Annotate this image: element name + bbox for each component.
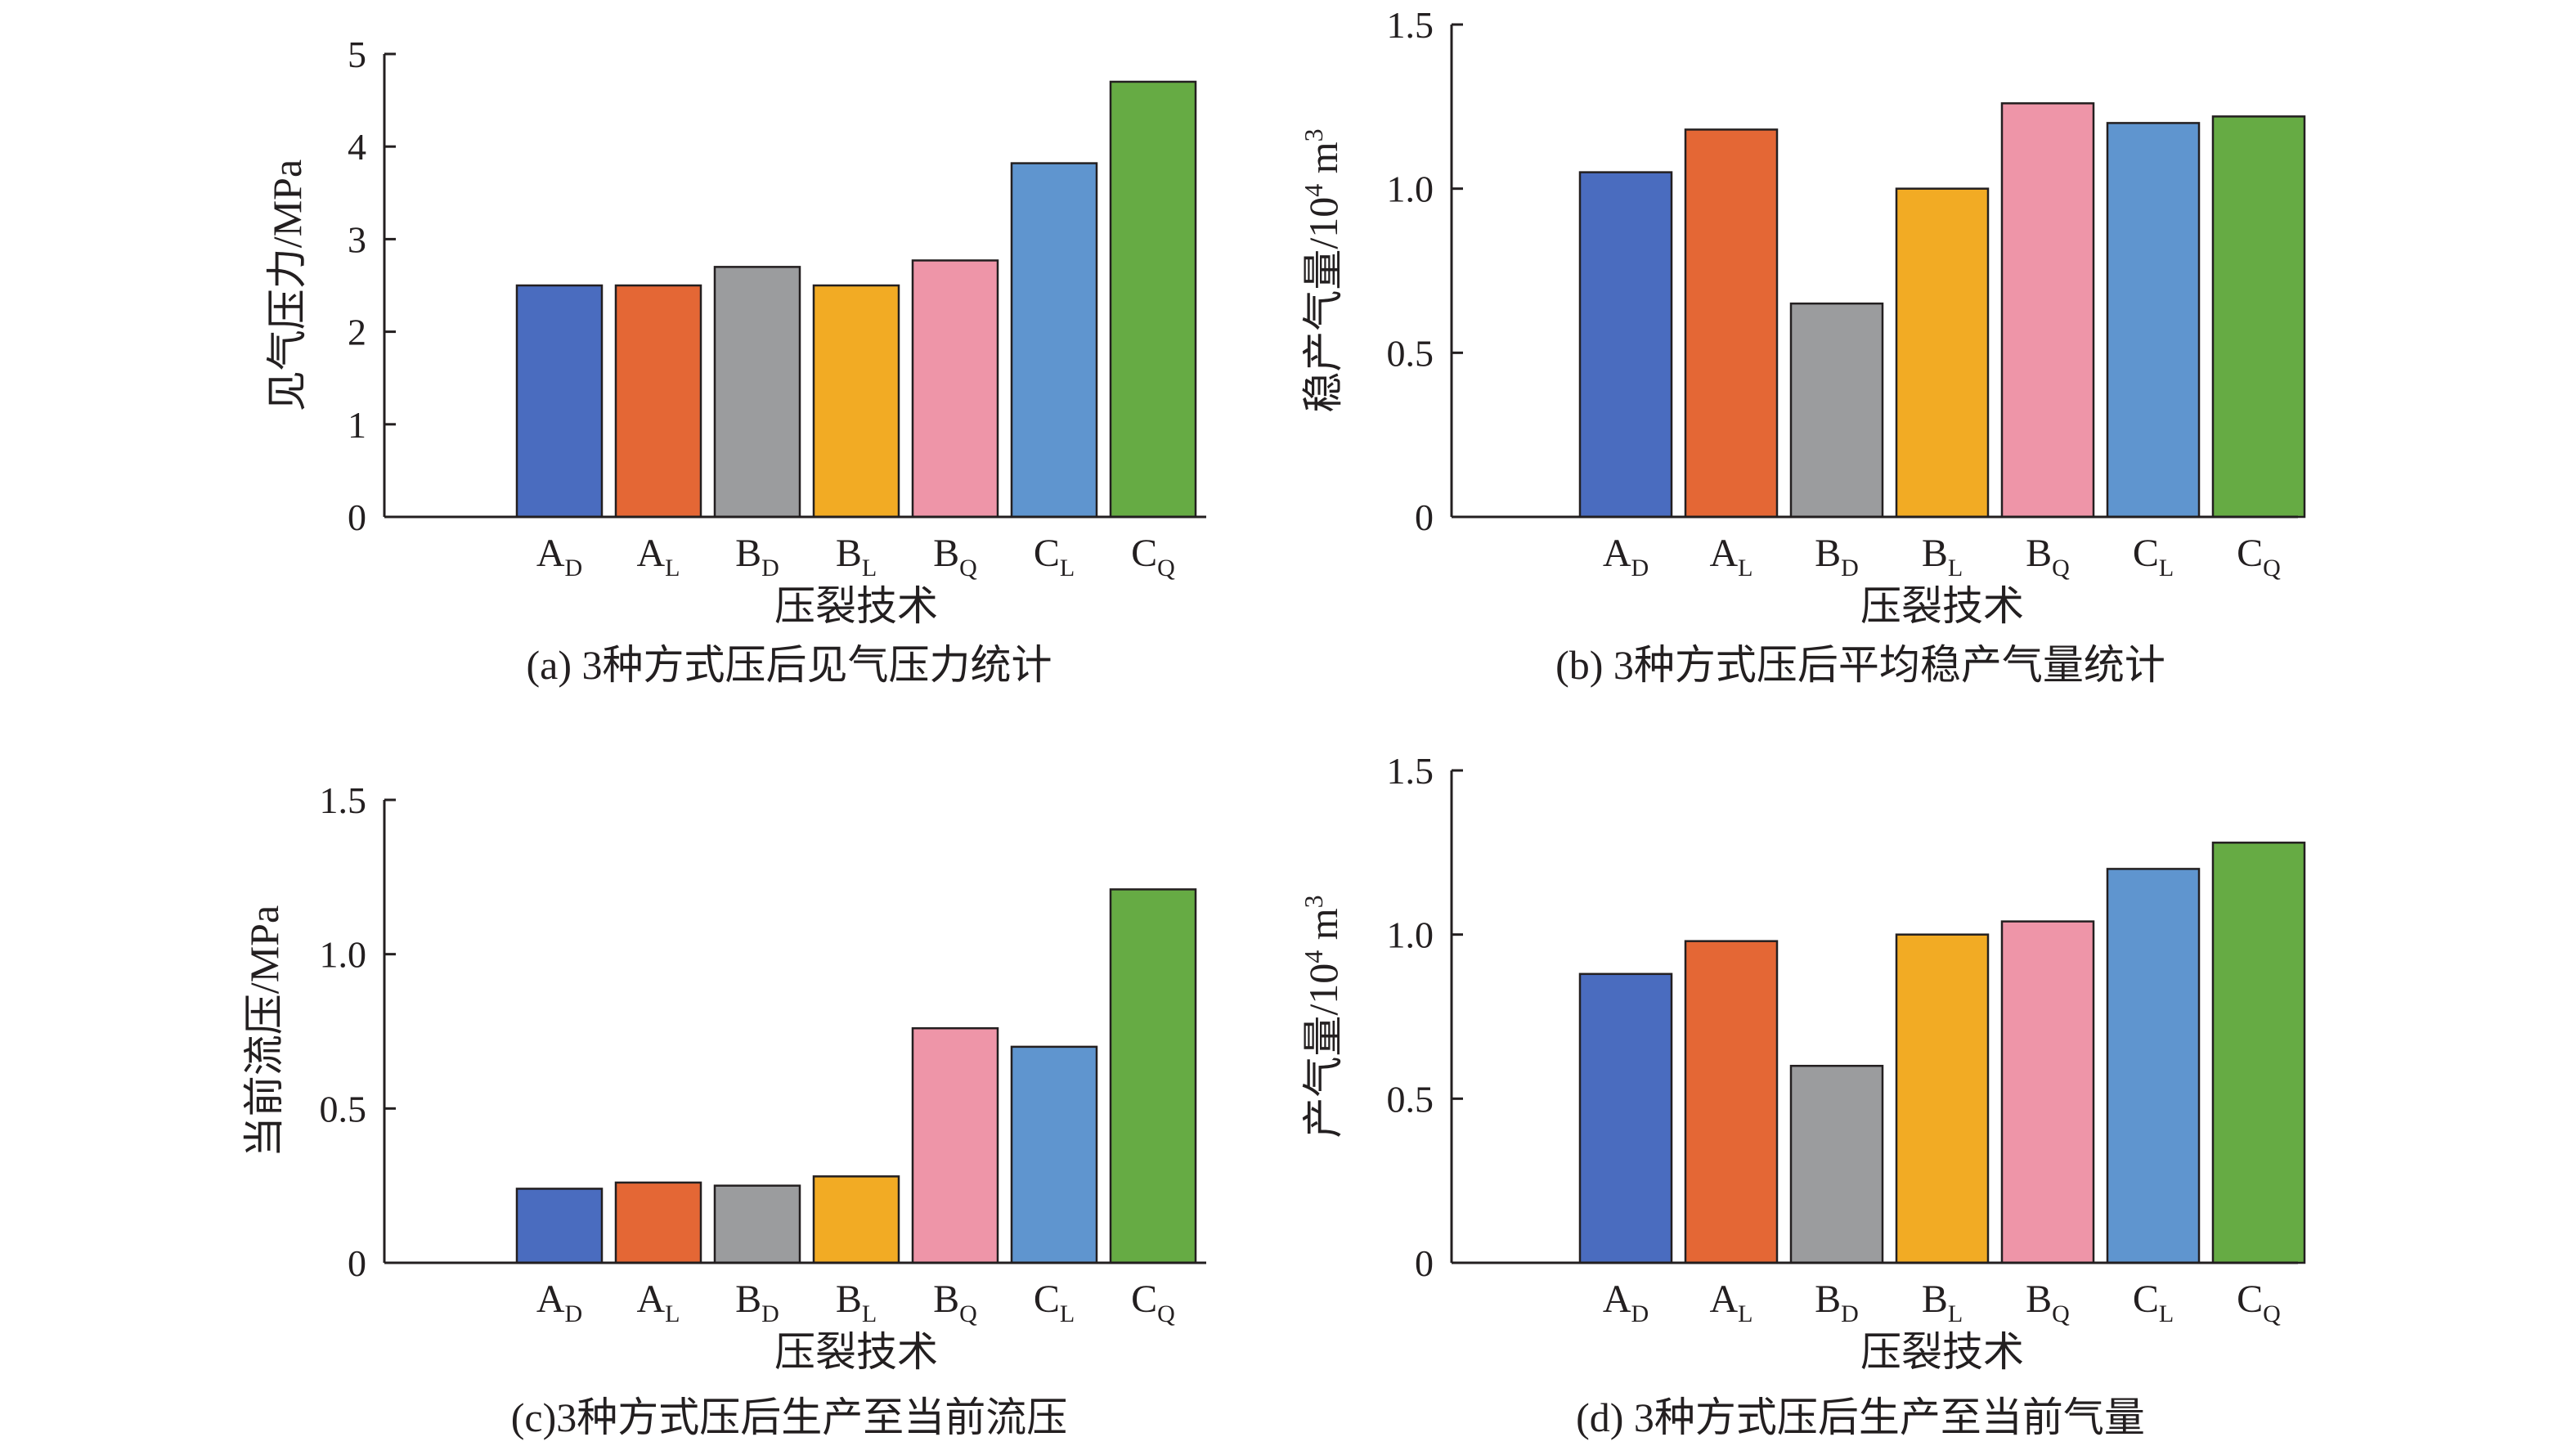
bar-b-bl <box>1895 187 1990 519</box>
y-tick-label-a: 2 <box>348 312 366 353</box>
x-tick-label-c: BQ <box>933 1278 977 1327</box>
caption-a: (a) 3种方式压后见气压力统计 <box>527 642 1052 688</box>
y-tick-label-d: 0.5 <box>1387 1078 1434 1120</box>
x-tick-label-c: BD <box>735 1278 779 1327</box>
panel-b: 0 0.5 1.0 1.5 AD AL BD BL BQ CL CQ 压裂技术 稳产气量/104 m3 (… <box>1299 4 2306 688</box>
bar-c-al <box>614 1181 702 1264</box>
bar-c-cq <box>1109 888 1197 1264</box>
y-axis-title-d: 产气量/104 m3 <box>1299 895 1346 1138</box>
caption-d: (d) 3种方式压后生产至当前气量 <box>1576 1394 2145 1440</box>
bar-a-bl <box>812 284 900 519</box>
bar-a-ad <box>515 284 604 519</box>
panel-a: 0 1 2 3 4 5 AD AL BD BL BQ CL CQ 压裂技术 见气压力/MPa (a) 3种方式… <box>264 34 1206 688</box>
y-tick-label-b: 0.5 <box>1387 332 1434 374</box>
caption-c: (c)3种方式压后生产至当前流压 <box>511 1394 1068 1440</box>
x-tick-label-a: CL <box>1034 532 1075 582</box>
x-tick-label-b: AD <box>1603 532 1649 582</box>
x-tick-label-d: BD <box>1815 1278 1859 1327</box>
y-tick-label-b: 1.0 <box>1387 168 1434 210</box>
caption-b: (b) 3种方式压后平均稳产气量统计 <box>1555 642 2165 688</box>
y-axis-title-a: 见气压力/MPa <box>264 159 310 411</box>
panel-c: 0 0.5 1.0 1.5 AD AL BD BL BQ CL CQ 压裂技术 当前流压/MPa (c)3… <box>241 779 1206 1440</box>
y-axis-title-b: 稳产气量/104 m3 <box>1299 128 1346 412</box>
x-tick-label-d: BL <box>1922 1278 1963 1327</box>
y-tick-label-c: 1.0 <box>320 934 367 976</box>
bar-d-cq <box>2211 842 2306 1264</box>
y-axis-title-c: 当前流压/MPa <box>241 905 287 1157</box>
x-tick-label-c: CQ <box>1131 1278 1175 1327</box>
x-tick-label-b: AL <box>1710 532 1753 582</box>
bar-c-cl <box>1010 1045 1098 1264</box>
y-tick-label-c: 1.5 <box>320 779 367 821</box>
x-tick-label-a: CQ <box>1131 532 1175 582</box>
x-tick-label-a: BL <box>836 532 877 582</box>
bar-c-ad <box>515 1188 604 1264</box>
y-tick-label-d: 1.0 <box>1387 914 1434 956</box>
bar-a-cl <box>1010 162 1098 519</box>
bar-d-bl <box>1895 933 1990 1264</box>
x-tick-label-b: CL <box>2133 532 2174 582</box>
bar-b-cl <box>2106 122 2201 519</box>
x-tick-label-a: BD <box>735 532 779 582</box>
bar-b-al <box>1684 128 1779 519</box>
bar-d-bd <box>1789 1064 1884 1264</box>
x-tick-label-d: CQ <box>2237 1278 2281 1327</box>
x-tick-label-c: AL <box>637 1278 680 1327</box>
x-tick-label-a: AL <box>637 532 680 582</box>
bar-b-ad <box>1578 171 1673 519</box>
x-tick-label-a: BQ <box>933 532 977 582</box>
x-axis-title-b: 压裂技术 <box>1860 583 2024 629</box>
panel-d: 0 0.5 1.0 1.5 AD AL BD BL BQ CL CQ 压裂技术 产气量/104 m3 (d… <box>1299 750 2306 1440</box>
bar-d-al <box>1684 940 1779 1264</box>
x-tick-label-d: AL <box>1710 1278 1753 1327</box>
x-tick-label-d: BQ <box>2026 1278 2070 1327</box>
x-tick-label-b: CQ <box>2237 532 2281 582</box>
y-tick-label-d: 1.5 <box>1387 750 1434 792</box>
y-tick-label-a: 0 <box>348 496 366 538</box>
y-tick-label-d: 0 <box>1415 1242 1434 1284</box>
bar-c-bq <box>911 1026 999 1264</box>
x-tick-label-c: AD <box>536 1278 582 1327</box>
bar-b-bq <box>2000 102 2095 519</box>
x-tick-label-c: BL <box>836 1278 877 1327</box>
x-tick-label-b: BL <box>1922 532 1963 582</box>
x-tick-label-b: BD <box>1815 532 1859 582</box>
bar-d-ad <box>1578 972 1673 1264</box>
x-axis-title-a: 压裂技术 <box>774 583 938 629</box>
bar-b-bd <box>1789 302 1884 519</box>
x-tick-label-a: AD <box>536 532 582 582</box>
x-tick-label-b: BQ <box>2026 532 2070 582</box>
y-tick-label-b: 1.5 <box>1387 4 1434 46</box>
bar-a-bd <box>713 266 801 519</box>
x-tick-label-c: CL <box>1034 1278 1075 1327</box>
y-tick-label-a: 5 <box>348 34 366 75</box>
bar-b-cq <box>2211 115 2306 519</box>
bar-d-bq <box>2000 920 2095 1264</box>
y-tick-label-a: 1 <box>348 404 366 446</box>
y-tick-label-b: 0 <box>1415 496 1434 538</box>
x-tick-label-d: AD <box>1603 1278 1649 1327</box>
bar-a-cq <box>1109 80 1197 519</box>
y-tick-label-a: 4 <box>348 126 366 168</box>
x-axis-title-d: 压裂技术 <box>1860 1329 2024 1375</box>
y-tick-label-c: 0 <box>348 1242 366 1284</box>
x-tick-label-d: CL <box>2133 1278 2174 1327</box>
y-tick-label-a: 3 <box>348 218 366 260</box>
bar-c-bl <box>812 1175 900 1264</box>
y-tick-label-c: 0.5 <box>320 1088 367 1129</box>
bar-a-bq <box>911 259 999 519</box>
bar-a-al <box>614 284 702 519</box>
x-axis-title-c: 压裂技术 <box>774 1329 938 1375</box>
bar-d-cl <box>2106 868 2201 1264</box>
bar-c-bd <box>713 1184 801 1264</box>
